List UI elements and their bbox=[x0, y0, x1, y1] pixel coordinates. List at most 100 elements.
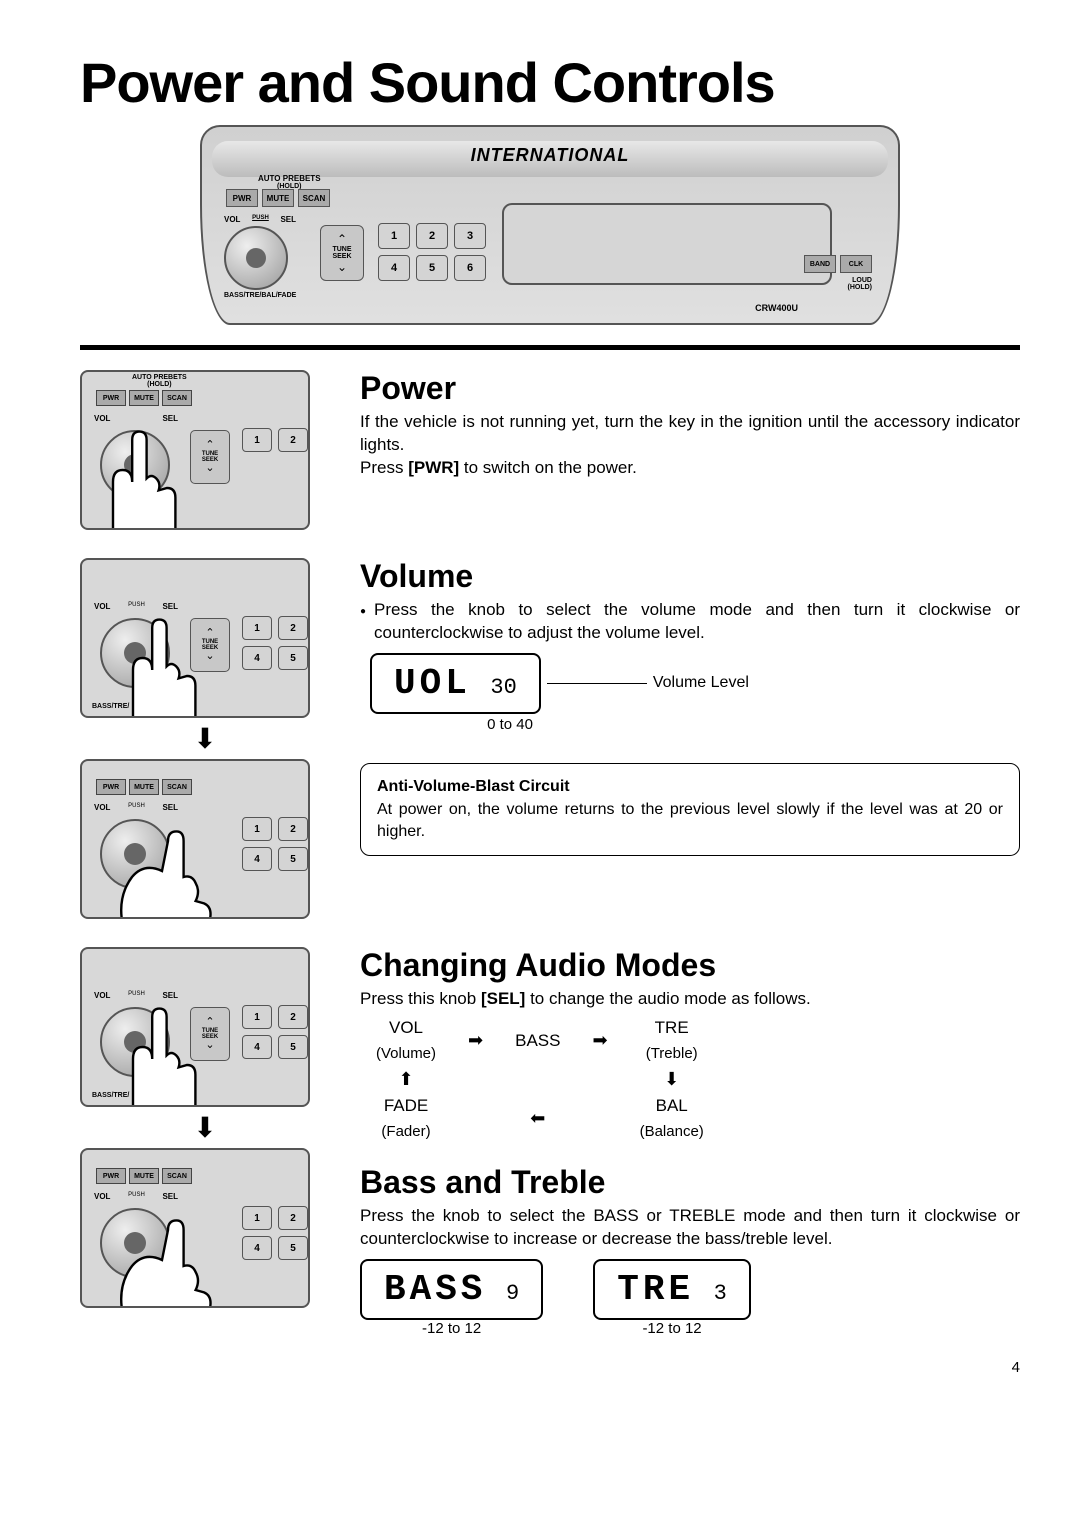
thumb-preset: 4 bbox=[242, 1236, 272, 1260]
thumb-preset: 4 bbox=[242, 646, 272, 670]
tre-range: -12 to 12 bbox=[593, 1320, 751, 1337]
thumb-preset: 1 bbox=[242, 428, 272, 452]
lcd-display bbox=[502, 203, 832, 285]
flow-bal: BAL bbox=[656, 1096, 688, 1115]
thumb-push: PUSH bbox=[128, 602, 145, 611]
scan-button[interactable]: SCAN bbox=[298, 189, 330, 207]
leader-line bbox=[547, 683, 647, 684]
vol-label: VOL bbox=[224, 215, 240, 224]
chevron-down-icon: ⌄ bbox=[337, 260, 347, 274]
thumb-preset: 2 bbox=[278, 1005, 308, 1029]
thumb-scan-btn: SCAN bbox=[162, 390, 192, 406]
arrow-left-icon: ⬅ bbox=[499, 1093, 576, 1144]
knob-area: VOL PUSH SEL BASS/TRE/BAL/FADE bbox=[224, 215, 296, 299]
preset-3-button[interactable]: 3 bbox=[454, 223, 486, 249]
auto-prebets-text: AUTO PREBETS bbox=[258, 174, 321, 183]
section-divider bbox=[80, 345, 1020, 350]
power-heading: Power bbox=[360, 370, 1020, 407]
thumb-mute-btn: MUTE bbox=[129, 779, 159, 795]
thumb-preset: 5 bbox=[278, 1236, 308, 1260]
thumb-vol: VOL bbox=[94, 1192, 110, 1201]
hand-pointer-icon bbox=[92, 1005, 222, 1107]
tune-label: TUNE bbox=[332, 246, 351, 253]
power-text-1: If the vehicle is not running yet, turn … bbox=[360, 411, 1020, 457]
page-title: Power and Sound Controls bbox=[80, 50, 1020, 115]
flow-fade: FADE bbox=[384, 1096, 428, 1115]
thumb-hold: (HOLD) bbox=[147, 381, 172, 388]
hand-rotate-icon bbox=[97, 817, 227, 919]
thumb-pwr-btn: PWR bbox=[96, 390, 126, 406]
down-arrow-icon: ⬇ bbox=[80, 1111, 330, 1144]
thumb-preset: 1 bbox=[242, 817, 272, 841]
bass-range: -12 to 12 bbox=[360, 1320, 543, 1337]
thumb-vol: VOL bbox=[94, 991, 110, 1000]
preset-5-button[interactable]: 5 bbox=[416, 255, 448, 281]
bass-lcd-box: BASS 9 bbox=[360, 1259, 543, 1320]
arrow-right-icon: ➡ bbox=[452, 1015, 499, 1066]
modes-thumbnail-2: PWR MUTE SCAN VOLPUSHSEL 1 2 4 5 bbox=[80, 1148, 310, 1308]
thumb-vol: VOL bbox=[94, 602, 110, 611]
volume-level-label: Volume Level bbox=[653, 674, 749, 692]
flow-bass: BASS bbox=[515, 1031, 560, 1050]
thumb-preset: 2 bbox=[278, 428, 308, 452]
chevron-up-icon: ⌃ bbox=[337, 232, 347, 246]
thumb-preset: 2 bbox=[278, 817, 308, 841]
thumb-preset: 5 bbox=[278, 847, 308, 871]
thumb-scan-btn: SCAN bbox=[162, 779, 192, 795]
tre-lcd-box: TRE 3 bbox=[593, 1259, 751, 1320]
thumb-sel: SEL bbox=[162, 803, 178, 812]
preset-1-button[interactable]: 1 bbox=[378, 223, 410, 249]
sel-label: SEL bbox=[280, 215, 296, 224]
preset-2-button[interactable]: 2 bbox=[416, 223, 448, 249]
preset-4-button[interactable]: 4 bbox=[378, 255, 410, 281]
anti-volume-blast-note: Anti-Volume-Blast Circuit At power on, t… bbox=[360, 763, 1020, 856]
top-button-row: PWR MUTE SCAN bbox=[226, 189, 330, 207]
hand-rotate-icon bbox=[97, 1206, 227, 1308]
note-body: At power on, the volume returns to the p… bbox=[377, 799, 1003, 842]
thumb-preset: 4 bbox=[242, 847, 272, 871]
power-text-2: Press [PWR] to switch on the power. bbox=[360, 457, 1020, 480]
thumb-sel: SEL bbox=[162, 1192, 178, 1201]
thumb-scan-btn: SCAN bbox=[162, 1168, 192, 1184]
knob-bottom-label: BASS/TRE/BAL/FADE bbox=[224, 292, 296, 299]
modes-intro: Press this knob [SEL] to change the audi… bbox=[360, 988, 1020, 1011]
thumb-sel: SEL bbox=[162, 602, 178, 611]
volume-knob[interactable] bbox=[224, 226, 288, 290]
thumb-preset: 2 bbox=[278, 616, 308, 640]
volume-thumbnail-1: VOLPUSHSEL ⌃TUNESEEK⌄ 1 2 4 5 BASS/TRE/ bbox=[80, 558, 310, 718]
thumb-autoprebets: AUTO PREBETS bbox=[132, 374, 187, 381]
thumb-mute-btn: MUTE bbox=[129, 390, 159, 406]
bass-lcd-value: 9 bbox=[506, 1281, 519, 1306]
modes-thumbnail-1: VOLPUSHSEL ⌃TUNESEEK⌄ 1 2 4 5 BASS/TRE/ bbox=[80, 947, 310, 1107]
thumb-mute-btn: MUTE bbox=[129, 1168, 159, 1184]
page-number: 4 bbox=[80, 1359, 1020, 1376]
volume-lcd-box: UOL 30 bbox=[370, 653, 541, 714]
thumb-preset: 4 bbox=[242, 1035, 272, 1059]
flow-tre-sub: (Treble) bbox=[646, 1045, 698, 1062]
pwr-button[interactable]: PWR bbox=[226, 189, 258, 207]
arrow-right-icon: ➡ bbox=[576, 1015, 623, 1066]
radio-faceplate: INTERNATIONAL AUTO PREBETS (HOLD) PWR MU… bbox=[200, 125, 900, 325]
mute-button[interactable]: MUTE bbox=[262, 189, 294, 207]
flow-tre: TRE bbox=[655, 1018, 689, 1037]
seek-label: SEEK bbox=[332, 253, 351, 260]
thumb-vol: VOL bbox=[94, 414, 110, 423]
tre-lcd-value: 3 bbox=[714, 1281, 727, 1306]
thumb-vol: VOL bbox=[94, 803, 110, 812]
band-button[interactable]: BAND bbox=[804, 255, 836, 273]
clk-button[interactable]: CLK bbox=[840, 255, 872, 273]
thumb-pwr-btn: PWR bbox=[96, 779, 126, 795]
model-label: CRW400U bbox=[755, 303, 798, 313]
volume-heading: Volume bbox=[360, 558, 1020, 595]
tune-seek-rocker[interactable]: ⌃ TUNE SEEK ⌄ bbox=[320, 225, 364, 281]
mode-flow-diagram: VOL(Volume) ➡ BASS ➡ TRE(Treble) ⬆ ⬇ FAD… bbox=[360, 1015, 1020, 1144]
push-label: PUSH bbox=[252, 215, 269, 224]
loud-label: LOUD (HOLD) bbox=[848, 277, 873, 291]
auto-prebets-label: AUTO PREBETS (HOLD) bbox=[258, 175, 321, 190]
thumb-sel: SEL bbox=[162, 414, 178, 423]
hand-pointer-icon bbox=[80, 428, 202, 530]
preset-6-button[interactable]: 6 bbox=[454, 255, 486, 281]
thumb-push: PUSH bbox=[128, 803, 145, 812]
loud-text: LOUD bbox=[852, 277, 872, 284]
volume-lcd-label: UOL bbox=[394, 663, 471, 704]
